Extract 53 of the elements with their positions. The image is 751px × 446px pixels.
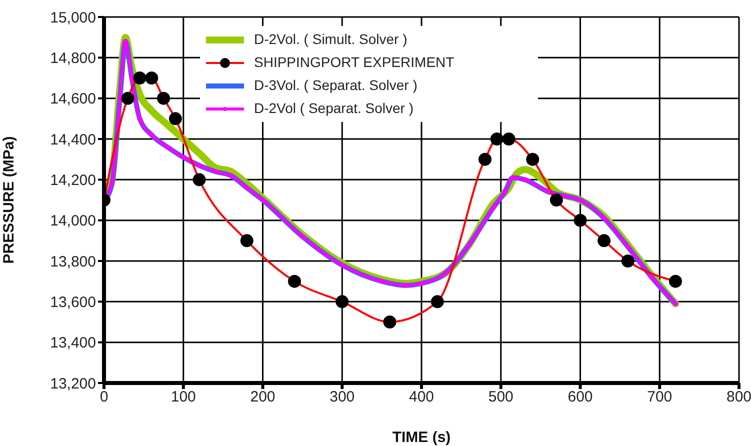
x-tick-label: 300 <box>330 388 355 406</box>
point <box>490 206 496 211</box>
point <box>403 282 408 288</box>
y-tick-label: 14,000 <box>50 212 96 230</box>
point <box>300 234 305 240</box>
y-tick-label: 13,800 <box>50 253 96 270</box>
point <box>578 198 583 202</box>
x-tick-label: 500 <box>488 388 514 406</box>
point <box>649 274 654 280</box>
legend-label: D-2Vol ( Separat. Solver ) <box>254 99 414 118</box>
point <box>625 244 630 250</box>
x-tick-label: 700 <box>647 388 672 406</box>
y-tick-label: 14,200 <box>50 172 96 189</box>
point <box>228 173 234 178</box>
legend-label: D-3Vol. ( Separat. Solver ) <box>254 76 418 95</box>
point <box>180 154 186 160</box>
point <box>546 189 551 194</box>
x-tick-label: 100 <box>170 388 196 406</box>
y-tick-label: 14,800 <box>50 50 96 67</box>
point <box>149 132 154 138</box>
x-tick-label: 800 <box>726 388 751 406</box>
point <box>466 242 472 248</box>
point <box>260 198 266 202</box>
point <box>522 177 528 182</box>
y-tick-label: 13,600 <box>50 294 96 311</box>
point <box>196 162 202 168</box>
point <box>379 278 384 284</box>
point <box>340 262 345 268</box>
legend-label: SHIPPINGPORT EXPERIMENT <box>254 53 454 72</box>
y-tick-label: 13,400 <box>50 334 96 352</box>
x-tick-label: 600 <box>568 388 593 406</box>
point <box>602 216 607 221</box>
point <box>442 270 448 276</box>
legend-label: D-2Vol. ( Simult. Solver ) <box>254 30 408 49</box>
x-tick-label: 200 <box>250 388 276 406</box>
y-tick-label: 14,600 <box>50 90 96 108</box>
point <box>165 144 170 150</box>
point <box>502 189 508 194</box>
y-tick-label: 13,200 <box>50 375 96 392</box>
point <box>510 175 516 180</box>
point <box>244 185 250 190</box>
y-axis-title: PRESSURE (MPa) <box>0 136 18 264</box>
point <box>137 116 142 122</box>
point <box>419 280 424 286</box>
x-tick-label: 400 <box>408 388 434 406</box>
y-tick-label: 15,000 <box>50 9 96 26</box>
y-tick-label: 14,400 <box>50 131 96 148</box>
point <box>562 193 567 198</box>
x-axis-title: TIME (s) <box>392 429 451 446</box>
point <box>673 301 678 306</box>
point <box>212 169 218 174</box>
x-tick-label: 0 <box>100 388 108 406</box>
point <box>109 181 114 186</box>
